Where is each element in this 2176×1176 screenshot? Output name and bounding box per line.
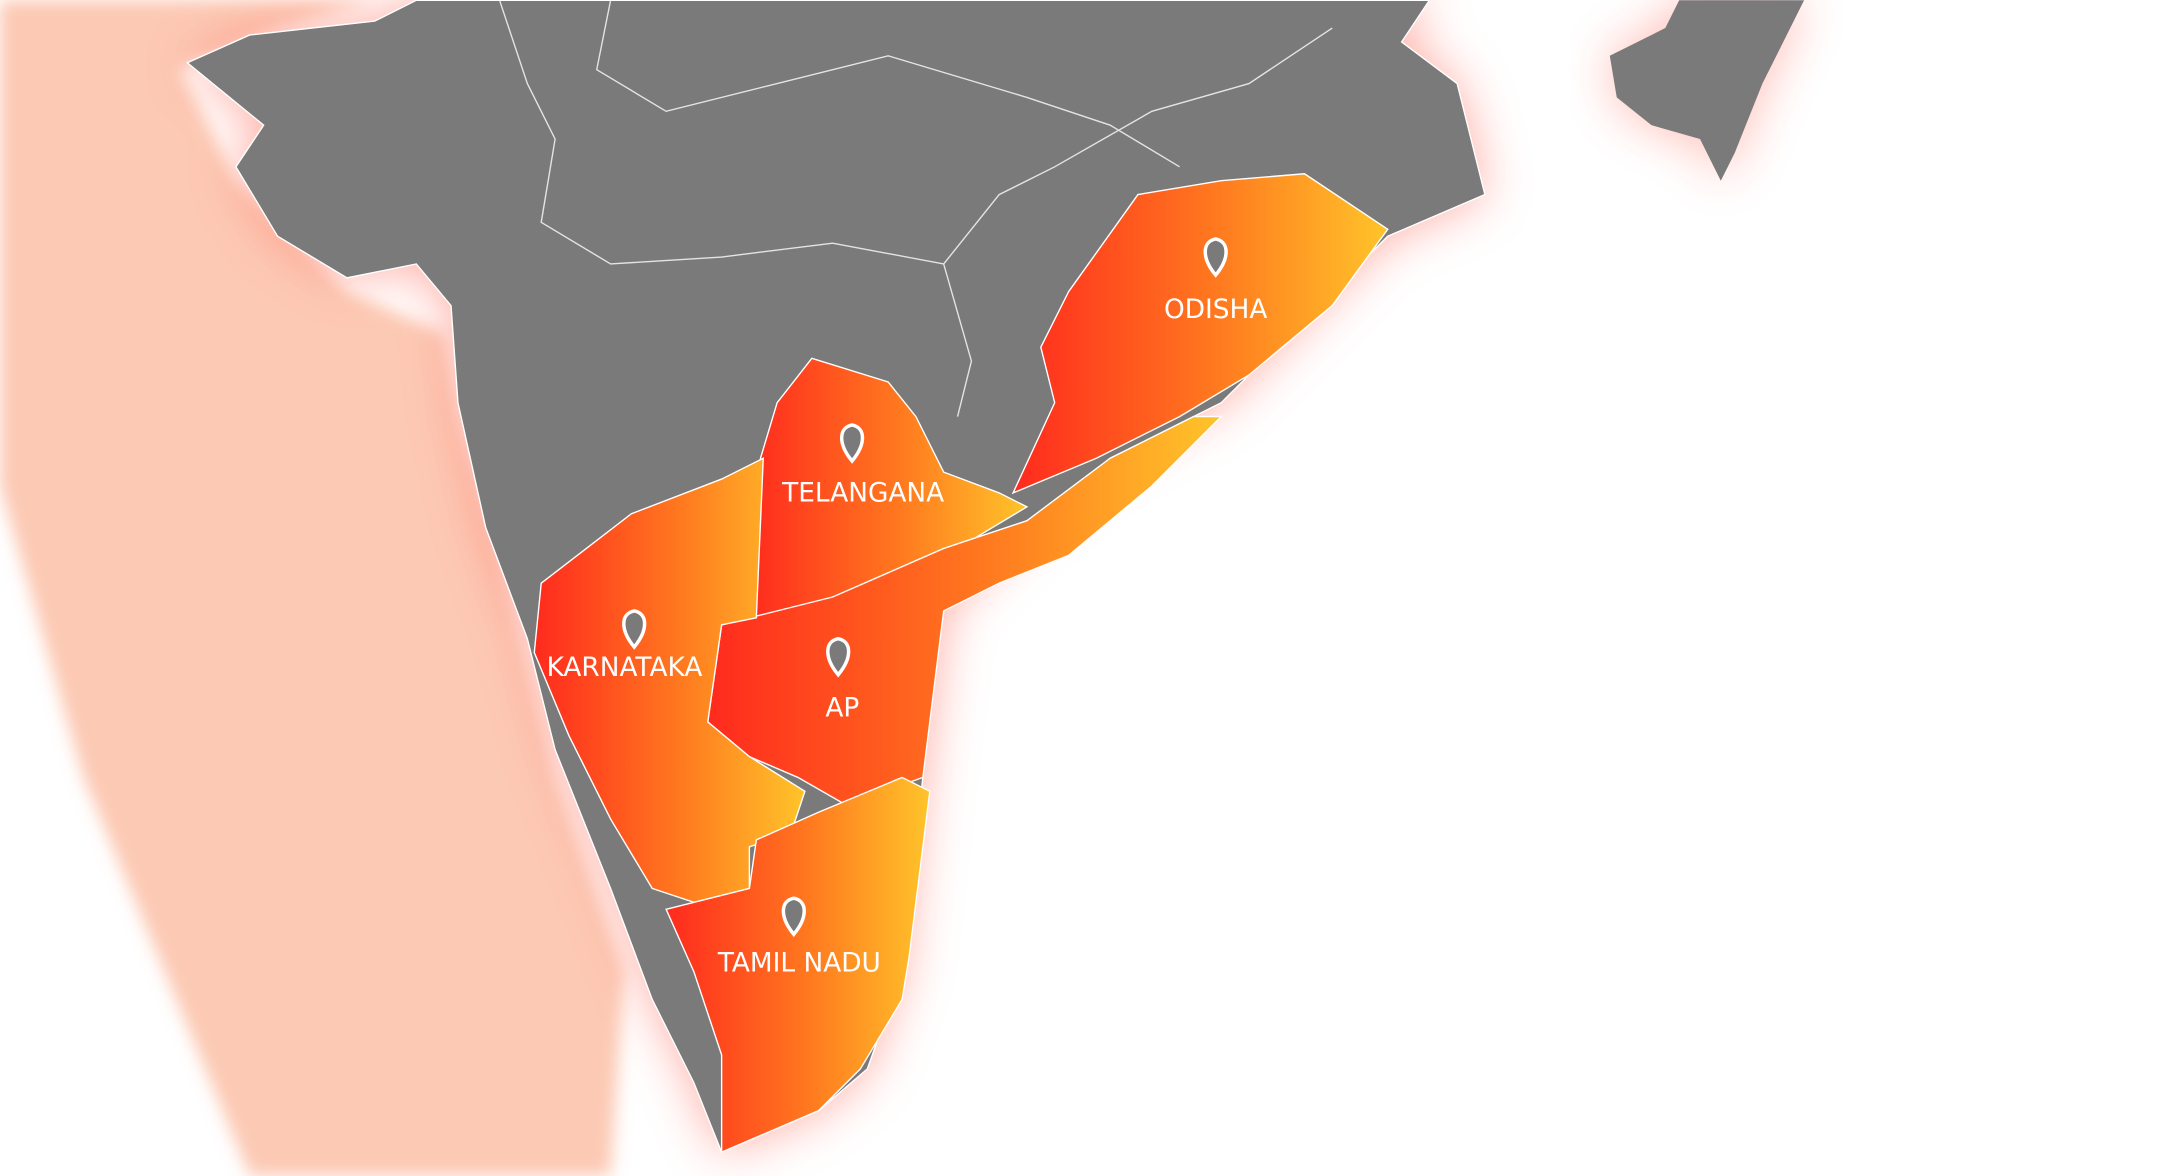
pin — [839, 423, 865, 464]
region-label: AP — [825, 693, 859, 723]
state-karnataka — [533, 457, 806, 904]
region-label: ODISHA — [1164, 295, 1267, 325]
state-borders — [498, 0, 1333, 417]
pin — [622, 609, 647, 650]
pins — [622, 237, 1228, 937]
region-label: TELANGANA — [781, 478, 944, 508]
pin — [781, 896, 806, 937]
sea-shade — [0, 0, 625, 1176]
state-odisha — [1011, 173, 1389, 495]
land-ne — [1609, 0, 1805, 181]
state-ap — [707, 415, 1223, 806]
state-tamil-nadu — [665, 776, 931, 1154]
region-label: KARNATAKA — [547, 653, 703, 683]
region-label: TAMIL NADU — [717, 949, 881, 979]
pin — [1203, 237, 1228, 278]
pin — [826, 636, 851, 678]
